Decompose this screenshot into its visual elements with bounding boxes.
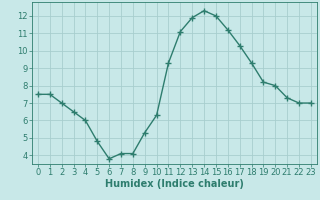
X-axis label: Humidex (Indice chaleur): Humidex (Indice chaleur) (105, 179, 244, 189)
